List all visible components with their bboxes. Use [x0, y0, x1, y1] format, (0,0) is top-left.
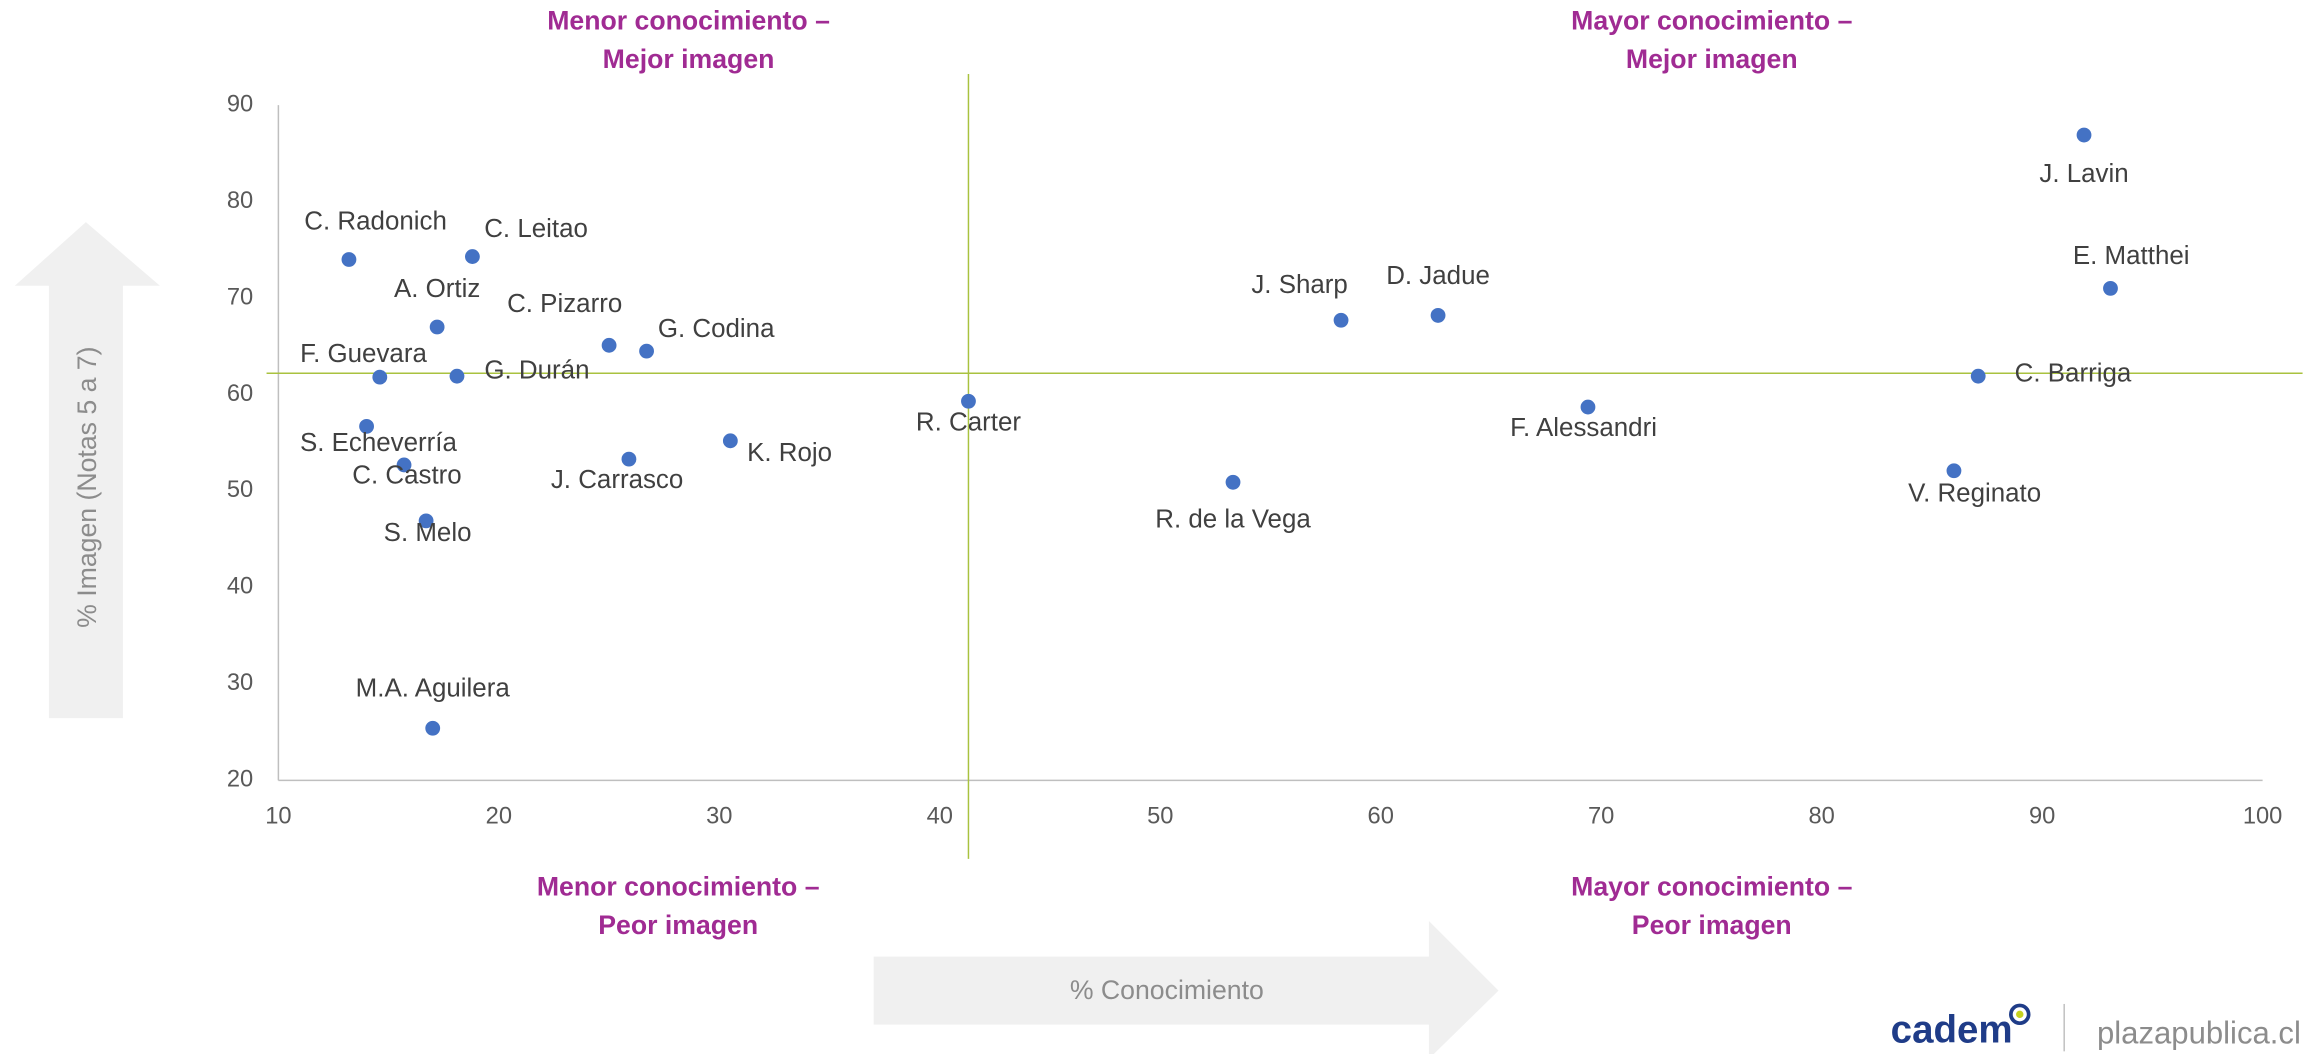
point	[372, 369, 388, 385]
point-label: F. Alessandri	[1510, 414, 1657, 442]
x-tick-label: 70	[1588, 804, 1614, 830]
point	[449, 368, 465, 384]
x-tick-label: 90	[2029, 804, 2055, 830]
x-tick-label: 10	[265, 804, 291, 830]
point-label: D. Jadue	[1386, 262, 1490, 290]
y-tick-label: 40	[227, 574, 253, 600]
point	[1580, 399, 1596, 415]
quadrant-label: Mejor imagen	[1626, 44, 1798, 74]
point-label: S. Echeverría	[300, 429, 458, 457]
point-label: C. Barriga	[2015, 360, 2132, 388]
point	[1946, 463, 1962, 479]
y-tick-label: 70	[227, 284, 253, 310]
point-label: A. Ortiz	[394, 275, 480, 303]
logo-brand: cadem	[1891, 1008, 2013, 1051]
point	[621, 451, 637, 467]
point-label: M.A. Aguilera	[356, 675, 511, 703]
x-tick-label: 100	[2243, 804, 2283, 830]
point-label: J. Lavin	[2039, 160, 2128, 188]
point-label: S. Melo	[384, 519, 472, 547]
point	[359, 418, 374, 434]
x-tick-label: 20	[486, 804, 512, 830]
point	[429, 319, 445, 335]
point-label: C. Castro	[352, 462, 461, 490]
point	[396, 457, 412, 473]
quadrant-label: Mejor imagen	[603, 44, 775, 74]
point-label: J. Sharp	[1251, 271, 1347, 299]
quadrant-label: Menor conocimiento –	[547, 5, 830, 35]
y-tick-label: 50	[227, 477, 253, 503]
quadrant-label: Peor imagen	[598, 910, 758, 940]
logo-dot	[2009, 1003, 2031, 1026]
y-tick-label: 20	[227, 767, 253, 793]
point-label: G. Durán	[484, 357, 589, 385]
y-tick-label: 80	[227, 188, 253, 214]
point	[425, 720, 441, 736]
point	[722, 433, 738, 449]
point	[1333, 312, 1349, 328]
y-axis-arrow	[14, 222, 160, 719]
point	[1225, 474, 1241, 490]
x-tick-label: 40	[927, 804, 953, 830]
quadrant-label: Mayor conocimiento –	[1571, 871, 1852, 901]
point-label: G. Codina	[658, 315, 775, 343]
y-tick-label: 90	[227, 91, 253, 117]
point-label: V. Reginato	[1908, 479, 2041, 507]
point-label: J. Carrasco	[551, 466, 683, 494]
point	[341, 252, 357, 267]
point	[2103, 281, 2118, 296]
y-tick-label: 30	[227, 670, 253, 696]
point-label: K. Rojo	[747, 439, 832, 467]
point-label: R. de la Vega	[1155, 506, 1311, 534]
logo-site: plazapublica.cl	[2097, 1015, 2301, 1050]
point	[2076, 127, 2092, 143]
point-label: C. Leitao	[484, 215, 588, 243]
y-axis-title: % Imagen (Notas 5 a 7)	[72, 346, 102, 627]
x-tick-label: 80	[1808, 804, 1834, 830]
x-tick-label: 30	[706, 804, 732, 830]
point	[1970, 368, 1986, 384]
point-label: C. Radonich	[304, 207, 447, 235]
point	[465, 249, 480, 264]
logo-dot-inner	[2016, 1010, 2024, 1019]
point	[639, 343, 654, 359]
quadrant-label: Mayor conocimiento –	[1571, 5, 1852, 35]
point-label: R. Carter	[916, 408, 1021, 436]
quadrant-label: Menor conocimiento –	[537, 871, 820, 901]
x-axis-title: % Conocimiento	[1070, 975, 1264, 1005]
x-tick-label: 50	[1147, 804, 1173, 830]
point-label: E. Matthei	[2073, 242, 2190, 270]
y-tick-label: 60	[227, 381, 253, 407]
point	[418, 513, 434, 529]
x-axis-arrow	[873, 921, 1499, 1054]
point-label: C. Pizarro	[507, 290, 622, 318]
x-tick-label: 60	[1368, 804, 1394, 830]
point	[1430, 308, 1446, 323]
quadrant-label: Peor imagen	[1632, 910, 1792, 940]
point	[961, 393, 976, 409]
point	[601, 337, 617, 353]
point-label: F. Guevara	[300, 340, 427, 368]
